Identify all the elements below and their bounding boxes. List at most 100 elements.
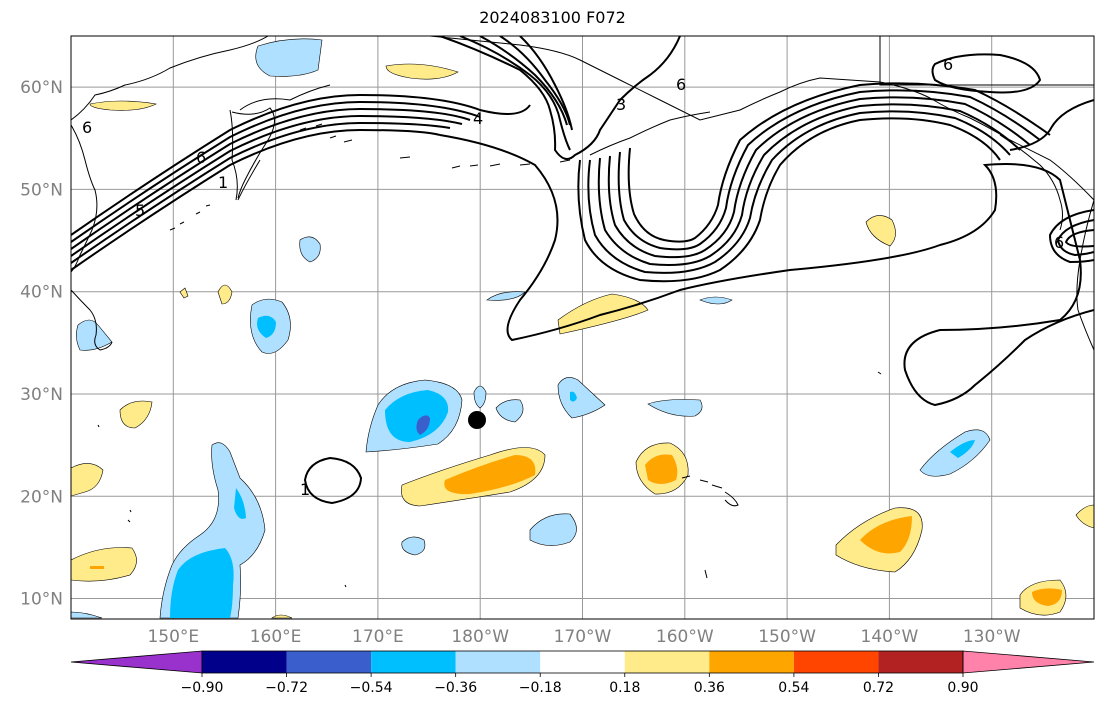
longitude-labels: 150°E 160°E 170°E 180°W 170°W 160°W 150°W 140°W… (147, 627, 1020, 647)
pos-anomaly-22n-162w-core (645, 454, 678, 484)
coastlines (71, 36, 1094, 588)
lat-tick-label: 30°N (20, 385, 63, 405)
contour-west-jet-3 (71, 107, 471, 250)
neg-anomaly-17n-170w (529, 513, 577, 546)
contour-labels: 6 6 5 4 3 6 6 6 1 1 (82, 55, 1064, 499)
neg-anomaly-28n-160w (647, 399, 703, 417)
colorbar-tick-label: 0.54 (778, 680, 809, 696)
lon-tick-label: 160°E (250, 627, 302, 647)
pos-anomaly-21n-178w-core (444, 455, 536, 495)
contour-label: 6 (82, 118, 92, 137)
contour-label: 6 (943, 55, 953, 74)
contour-label: 6 (196, 148, 206, 167)
colorbar-tick-label: 0.90 (947, 680, 978, 696)
colorbar-tick-label: −0.72 (265, 680, 308, 696)
neg-anomaly-28n-177w (495, 399, 524, 423)
neg-anomaly-40n-157w (699, 296, 733, 305)
contour-closed-1 (303, 456, 363, 505)
contour-trough-2 (587, 110, 1011, 274)
neg-anomaly-24n-134w-core (950, 440, 975, 458)
contour-trough-4 (607, 96, 1031, 259)
lon-tick-label: 160°W (656, 627, 714, 647)
neg-anomaly-30n-170w (557, 377, 606, 419)
contour-bc-low-1 (1048, 209, 1094, 264)
colorbar-tick-label: −0.54 (350, 680, 393, 696)
lon-tick-label: 150°E (147, 627, 199, 647)
neg-anomaly-8n-143e (71, 611, 103, 619)
colorbar-segment (540, 651, 625, 673)
colorbar-frame (201, 650, 964, 674)
colorbar-segment (202, 651, 287, 673)
neg-anomaly-36n-160e-core (257, 315, 276, 338)
neg-anomaly-16n-173e (401, 536, 426, 556)
colorbar-segment (624, 651, 710, 673)
lat-tick-label: 50°N (20, 180, 63, 200)
neg-anomaly-10n-158e-core (170, 488, 246, 618)
coastline-aleutians (299, 123, 571, 169)
gridlines (71, 36, 1094, 619)
coastline-alaska-peninsula (589, 111, 711, 156)
neg-anomaly-42n-158e (299, 236, 321, 263)
contour-label: 3 (616, 95, 626, 114)
pos-anomaly-58n-147e (89, 100, 157, 111)
contour-trough-5 (617, 89, 1041, 251)
lat-tick-label: 10°N (20, 590, 63, 610)
contour-outer-1 (439, 134, 1094, 407)
contour-west-jet-4 (71, 114, 463, 257)
contour-label: 5 (135, 201, 145, 220)
lat-tick-label: 60°N (20, 78, 63, 98)
contour-trough-3 (597, 103, 1021, 266)
colorbar-segment (371, 651, 456, 673)
contour-label: 1 (218, 173, 228, 192)
colorbar-segment (878, 651, 963, 673)
contour-bc-low-3 (1064, 229, 1094, 248)
colorbar-tick-label: 0.18 (609, 680, 640, 696)
coastline-asia-kamchatka (71, 36, 331, 201)
colorbar-tick-label: 0.36 (694, 680, 725, 696)
pos-anomaly-16n-140w-core (860, 516, 912, 554)
jet-contours (71, 36, 1094, 505)
map-title: 2024083100 F072 (479, 8, 626, 27)
pos-anomaly-61n-176e (385, 63, 459, 80)
contour-bc-low-2 (1056, 219, 1094, 257)
location-marker (468, 411, 486, 429)
neg-anomaly-28n-175e-peak (416, 415, 430, 435)
pos-anomaly-28n-145e (119, 400, 153, 429)
lon-tick-label: 150°W (758, 627, 816, 647)
lon-tick-label: 170°W (554, 627, 612, 647)
pos-anomaly-44n-139w (865, 215, 896, 247)
contour-north-lobe-3 (479, 36, 568, 126)
colorbar-extend-low (70, 650, 203, 674)
colorbar-tick-label: −0.36 (434, 680, 477, 696)
pos-anomaly-10n-127w-core (1032, 588, 1062, 606)
latitude-labels: 60°N 50°N 40°N 30°N 20°N 10°N (20, 78, 63, 609)
lon-tick-label: 180°W (451, 627, 509, 647)
colorbar-segment (793, 651, 879, 673)
coastline-small-islands (97, 371, 882, 588)
pos-anomaly-18n-122w (1075, 504, 1094, 529)
contour-north-lobe-4 (499, 36, 571, 126)
coastline-hawaii (681, 475, 739, 507)
neg-anomaly-kamchatka-north (255, 38, 323, 77)
pos-anomaly-22n-140e (71, 463, 104, 497)
colorbar-tick-label: −0.18 (519, 680, 562, 696)
neg-anomaly-30n-170w-core (570, 391, 577, 402)
contour-label: 6 (676, 75, 686, 94)
pos-anomaly-13n-144e-core (90, 566, 104, 569)
neg-anomaly-30n-180 (473, 385, 487, 409)
pos-anomaly-40n-153e (217, 284, 233, 305)
anomaly-shading (71, 38, 1094, 619)
neg-anomaly-28n-175e-core (385, 390, 449, 442)
contour-label: 4 (473, 109, 483, 128)
lon-tick-label: 130°W (963, 627, 1021, 647)
coastline-canada-border (879, 36, 1094, 86)
coastline-kamchatka-peninsula (231, 107, 275, 199)
coastline-kurils (169, 204, 211, 231)
contour-west-jet-2 (71, 100, 481, 243)
contour-trough-1 (577, 117, 1001, 283)
contour-north-lobe-2 (459, 36, 571, 151)
contour-north-lobe-5 (519, 36, 573, 131)
contour-west-jet-5 (71, 121, 451, 264)
contour-north-lobe-1 (439, 36, 681, 160)
